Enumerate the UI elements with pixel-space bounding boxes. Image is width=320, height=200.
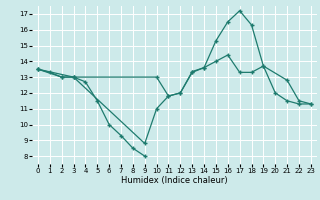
X-axis label: Humidex (Indice chaleur): Humidex (Indice chaleur) (121, 176, 228, 185)
